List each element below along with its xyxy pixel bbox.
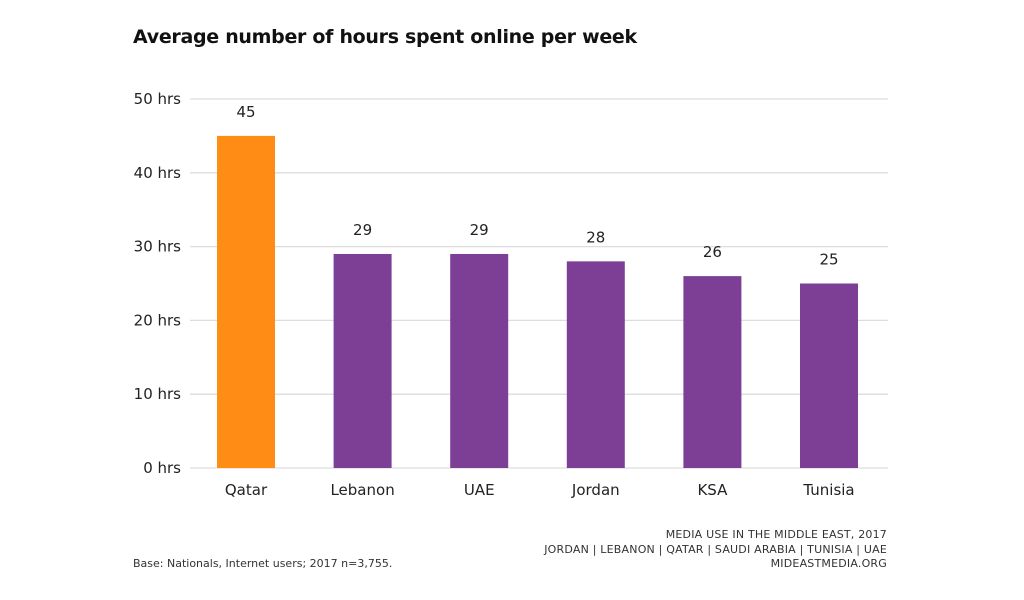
gridlines bbox=[190, 98, 888, 469]
base-note: Base: Nationals, Internet users; 2017 n=… bbox=[133, 557, 393, 570]
y-tick-label: 50 hrs bbox=[134, 90, 182, 108]
x-tick-label: Lebanon bbox=[330, 481, 394, 499]
y-tick-label: 0 hrs bbox=[143, 459, 181, 477]
x-tick-label: Tunisia bbox=[802, 481, 854, 499]
data-labels: 45 29 29 28 26 25 bbox=[236, 103, 838, 269]
y-tick-label: 10 hrs bbox=[134, 385, 182, 403]
x-axis-ticks: Qatar Lebanon UAE Jordan KSA Tunisia bbox=[225, 481, 855, 499]
y-axis-ticks: 0 hrs 10 hrs 20 hrs 30 hrs 40 hrs 50 hrs bbox=[134, 90, 182, 477]
bar-qatar bbox=[217, 135, 275, 468]
bar-uae bbox=[450, 253, 509, 468]
bar-tunisia bbox=[800, 283, 858, 468]
source-block: MEDIA USE IN THE MIDDLE EAST, 2017 JORDA… bbox=[544, 528, 887, 572]
y-tick-label: 30 hrs bbox=[134, 238, 182, 256]
y-tick-label: 40 hrs bbox=[134, 164, 182, 182]
bar-lebanon bbox=[333, 253, 392, 468]
x-tick-label: KSA bbox=[697, 481, 728, 499]
data-label: 26 bbox=[703, 243, 722, 261]
source-line-1: MEDIA USE IN THE MIDDLE EAST, 2017 bbox=[665, 528, 887, 541]
source-line-3: MIDEASTMEDIA.ORG bbox=[770, 557, 887, 570]
bar-jordan bbox=[566, 261, 625, 468]
bars bbox=[217, 135, 858, 468]
bar-ksa bbox=[683, 276, 742, 468]
data-label: 29 bbox=[353, 221, 372, 239]
y-tick-label: 20 hrs bbox=[134, 311, 182, 329]
chart-title: Average number of hours spent online per… bbox=[133, 26, 637, 48]
data-label: 29 bbox=[470, 221, 489, 239]
x-tick-label: Qatar bbox=[225, 481, 268, 499]
data-label: 25 bbox=[819, 251, 838, 269]
source-line-2: JORDAN | LEBANON | QATAR | SAUDI ARABIA … bbox=[544, 542, 887, 556]
data-label: 28 bbox=[586, 228, 605, 246]
x-tick-label: Jordan bbox=[571, 481, 620, 499]
data-label: 45 bbox=[236, 103, 255, 121]
x-tick-label: UAE bbox=[464, 481, 495, 499]
